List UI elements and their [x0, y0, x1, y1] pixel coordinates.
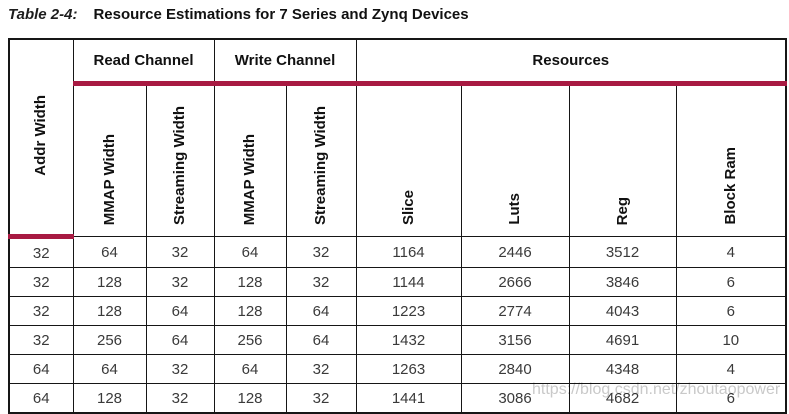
cell-read-mmap: 64 [72, 354, 147, 384]
column-header-addr-width: Addr Width [8, 38, 74, 239]
cell-reg: 4682 [568, 383, 677, 414]
cell-reg: 3846 [568, 267, 677, 297]
cell-read-streaming: 32 [145, 354, 215, 384]
cell-write-mmap: 64 [213, 354, 287, 384]
cell-write-streaming: 32 [285, 354, 357, 384]
column-header-read-mmap-width-label: MMAP Width [100, 133, 118, 225]
cell-read-streaming: 32 [145, 236, 215, 268]
table-row: 64 128 32 128 32 1441 3086 4682 6 [8, 383, 787, 414]
column-header-block-ram-label: Block Ram [721, 147, 739, 225]
cell-reg: 4043 [568, 296, 677, 326]
column-header-reg: Reg [568, 83, 677, 237]
column-header-block-ram: Block Ram [675, 83, 787, 237]
table-caption-title: Resource Estimations for 7 Series and Zy… [93, 6, 469, 23]
cell-reg: 4691 [568, 325, 677, 355]
column-header-write-mmap-width: MMAP Width [213, 83, 287, 237]
cell-block-ram: 6 [675, 383, 787, 414]
cell-block-ram: 10 [675, 325, 787, 355]
column-header-read-streaming-width: Streaming Width [145, 83, 215, 237]
cell-block-ram: 6 [675, 296, 787, 326]
column-header-write-mmap-width-label: MMAP Width [241, 133, 259, 225]
cell-block-ram: 4 [675, 354, 787, 384]
cell-write-mmap: 128 [213, 267, 287, 297]
cell-slice: 1263 [355, 354, 462, 384]
cell-addr-width: 64 [8, 354, 74, 384]
cell-addr-width: 32 [8, 325, 74, 355]
column-header-luts-label: Luts [506, 193, 524, 225]
cell-write-mmap: 256 [213, 325, 287, 355]
cell-addr-width: 64 [8, 383, 74, 414]
column-header-slice-label: Slice [399, 189, 417, 225]
cell-block-ram: 4 [675, 236, 787, 268]
cell-luts: 3156 [460, 325, 570, 355]
table-row: 32 128 32 128 32 1144 2666 3846 6 [8, 267, 787, 297]
table-row: 64 64 32 64 32 1263 2840 4348 4 [8, 354, 787, 384]
cell-addr-width: 32 [8, 267, 74, 297]
cell-write-mmap: 64 [213, 236, 287, 268]
cell-luts: 2446 [460, 236, 570, 268]
cell-luts: 3086 [460, 383, 570, 414]
column-header-read-mmap-width: MMAP Width [72, 83, 147, 237]
cell-luts: 2774 [460, 296, 570, 326]
cell-block-ram: 6 [675, 267, 787, 297]
cell-addr-width: 32 [8, 296, 74, 326]
table-caption: Table 2-4: Resource Estimations for 7 Ser… [8, 6, 469, 23]
cell-write-mmap: 128 [213, 296, 287, 326]
column-header-write-streaming-width: Streaming Width [285, 83, 357, 237]
cell-write-mmap: 128 [213, 383, 287, 414]
cell-write-streaming: 64 [285, 296, 357, 326]
cell-read-mmap: 64 [72, 236, 147, 268]
column-header-row: MMAP Width Streaming Width MMAP Width St… [9, 83, 787, 237]
cell-reg: 4348 [568, 354, 677, 384]
cell-write-streaming: 32 [285, 236, 357, 268]
table-caption-number: Table 2-4: [8, 6, 78, 23]
cell-slice: 1223 [355, 296, 462, 326]
group-header-resources: Resources [355, 38, 787, 86]
cell-read-streaming: 64 [145, 296, 215, 326]
cell-slice: 1432 [355, 325, 462, 355]
cell-read-mmap: 128 [72, 267, 147, 297]
column-header-slice: Slice [355, 83, 462, 237]
cell-slice: 1441 [355, 383, 462, 414]
cell-read-mmap: 128 [72, 383, 147, 414]
cell-write-streaming: 32 [285, 383, 357, 414]
cell-luts: 2666 [460, 267, 570, 297]
group-header-read-channel: Read Channel [72, 38, 215, 86]
column-header-write-streaming-width-label: Streaming Width [312, 105, 330, 225]
cell-read-streaming: 32 [145, 267, 215, 297]
cell-write-streaming: 32 [285, 267, 357, 297]
group-header-write-channel: Write Channel [213, 38, 357, 86]
table-row: 32 128 64 128 64 1223 2774 4043 6 [8, 296, 787, 326]
column-header-read-streaming-width-label: Streaming Width [171, 105, 189, 225]
cell-reg: 3512 [568, 236, 677, 268]
cell-read-streaming: 32 [145, 383, 215, 414]
table-row: 32 64 32 64 32 1164 2446 3512 4 [8, 236, 787, 268]
cell-slice: 1164 [355, 236, 462, 268]
cell-read-mmap: 256 [72, 325, 147, 355]
cell-write-streaming: 64 [285, 325, 357, 355]
cell-slice: 1144 [355, 267, 462, 297]
resource-estimations-table: Addr Width Read Channel Write Channel Re… [8, 38, 788, 414]
table-row: 32 256 64 256 64 1432 3156 4691 10 [8, 325, 787, 355]
cell-read-streaming: 64 [145, 325, 215, 355]
column-header-addr-width-label: Addr Width [32, 94, 50, 176]
column-header-luts: Luts [460, 83, 570, 237]
group-header-row: Addr Width Read Channel Write Channel Re… [8, 38, 787, 239]
cell-read-mmap: 128 [72, 296, 147, 326]
column-header-reg-label: Reg [613, 196, 631, 225]
cell-luts: 2840 [460, 354, 570, 384]
cell-addr-width: 32 [8, 236, 74, 268]
